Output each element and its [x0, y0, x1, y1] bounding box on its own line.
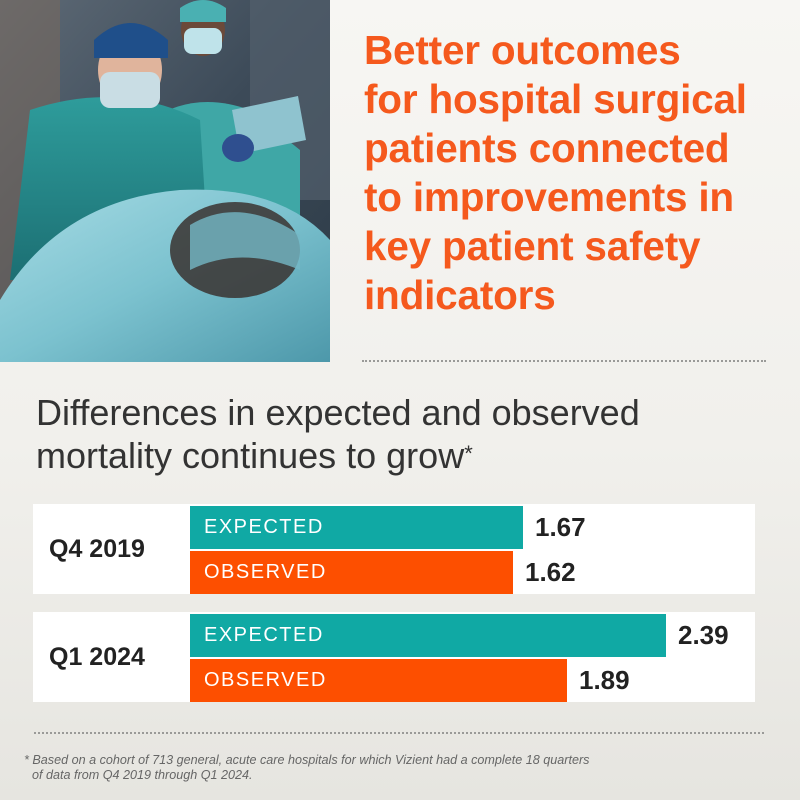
chart-title-line: mortality continues to grow* — [36, 434, 796, 477]
headline-line: to improvements in — [364, 174, 734, 220]
category-label: Q1 2024 — [49, 642, 145, 671]
headline: Better outcomes for hospital surgical pa… — [364, 26, 789, 320]
chart-group-q1-2024: Q1 2024 EXPECTED 2.39 OBSERVED 1.89 — [33, 612, 755, 702]
bar-observed-q1-2024: OBSERVED — [190, 659, 567, 702]
surgeons-photo — [0, 0, 330, 362]
headline-line: Better outcomes — [364, 27, 681, 73]
footnote-line: * Based on a cohort of 713 general, acut… — [24, 753, 590, 767]
bar-expected-q1-2024: EXPECTED — [190, 614, 666, 657]
series-label: EXPECTED — [204, 624, 324, 646]
chart-group-q4-2019: Q4 2019 EXPECTED 1.67 OBSERVED 1.62 — [33, 504, 755, 594]
chart-title: Differences in expected and observed mor… — [36, 391, 796, 477]
top-divider — [362, 360, 766, 362]
series-label: EXPECTED — [204, 516, 324, 538]
data-label-observed-q4-2019: 1.62 — [525, 557, 576, 587]
data-label-observed-q1-2024: 1.89 — [579, 665, 630, 695]
headline-line: patients connected — [364, 125, 730, 171]
headline-line: key patient safety — [364, 223, 701, 269]
category-label: Q4 2019 — [49, 534, 145, 563]
series-label: OBSERVED — [204, 669, 327, 691]
footnote-line: of data from Q4 2019 through Q1 2024. — [32, 768, 253, 782]
chart-title-line: Differences in expected and observed — [36, 392, 640, 433]
bottom-divider — [34, 732, 764, 734]
footnote: * Based on a cohort of 713 general, acut… — [24, 753, 764, 783]
footnote-marker: * — [464, 441, 473, 466]
bar-expected-q4-2019: EXPECTED — [190, 506, 523, 549]
headline-line: for hospital surgical — [364, 76, 747, 122]
chart-title-line-text: mortality continues to grow — [36, 435, 465, 476]
data-label-expected-q1-2024: 2.39 — [678, 620, 729, 650]
surgeons-with-patient-photo-icon — [0, 0, 330, 362]
data-label-expected-q4-2019: 1.67 — [535, 512, 586, 542]
bar-observed-q4-2019: OBSERVED — [190, 551, 513, 594]
series-label: OBSERVED — [204, 561, 327, 583]
headline-line: indicators — [364, 272, 556, 318]
